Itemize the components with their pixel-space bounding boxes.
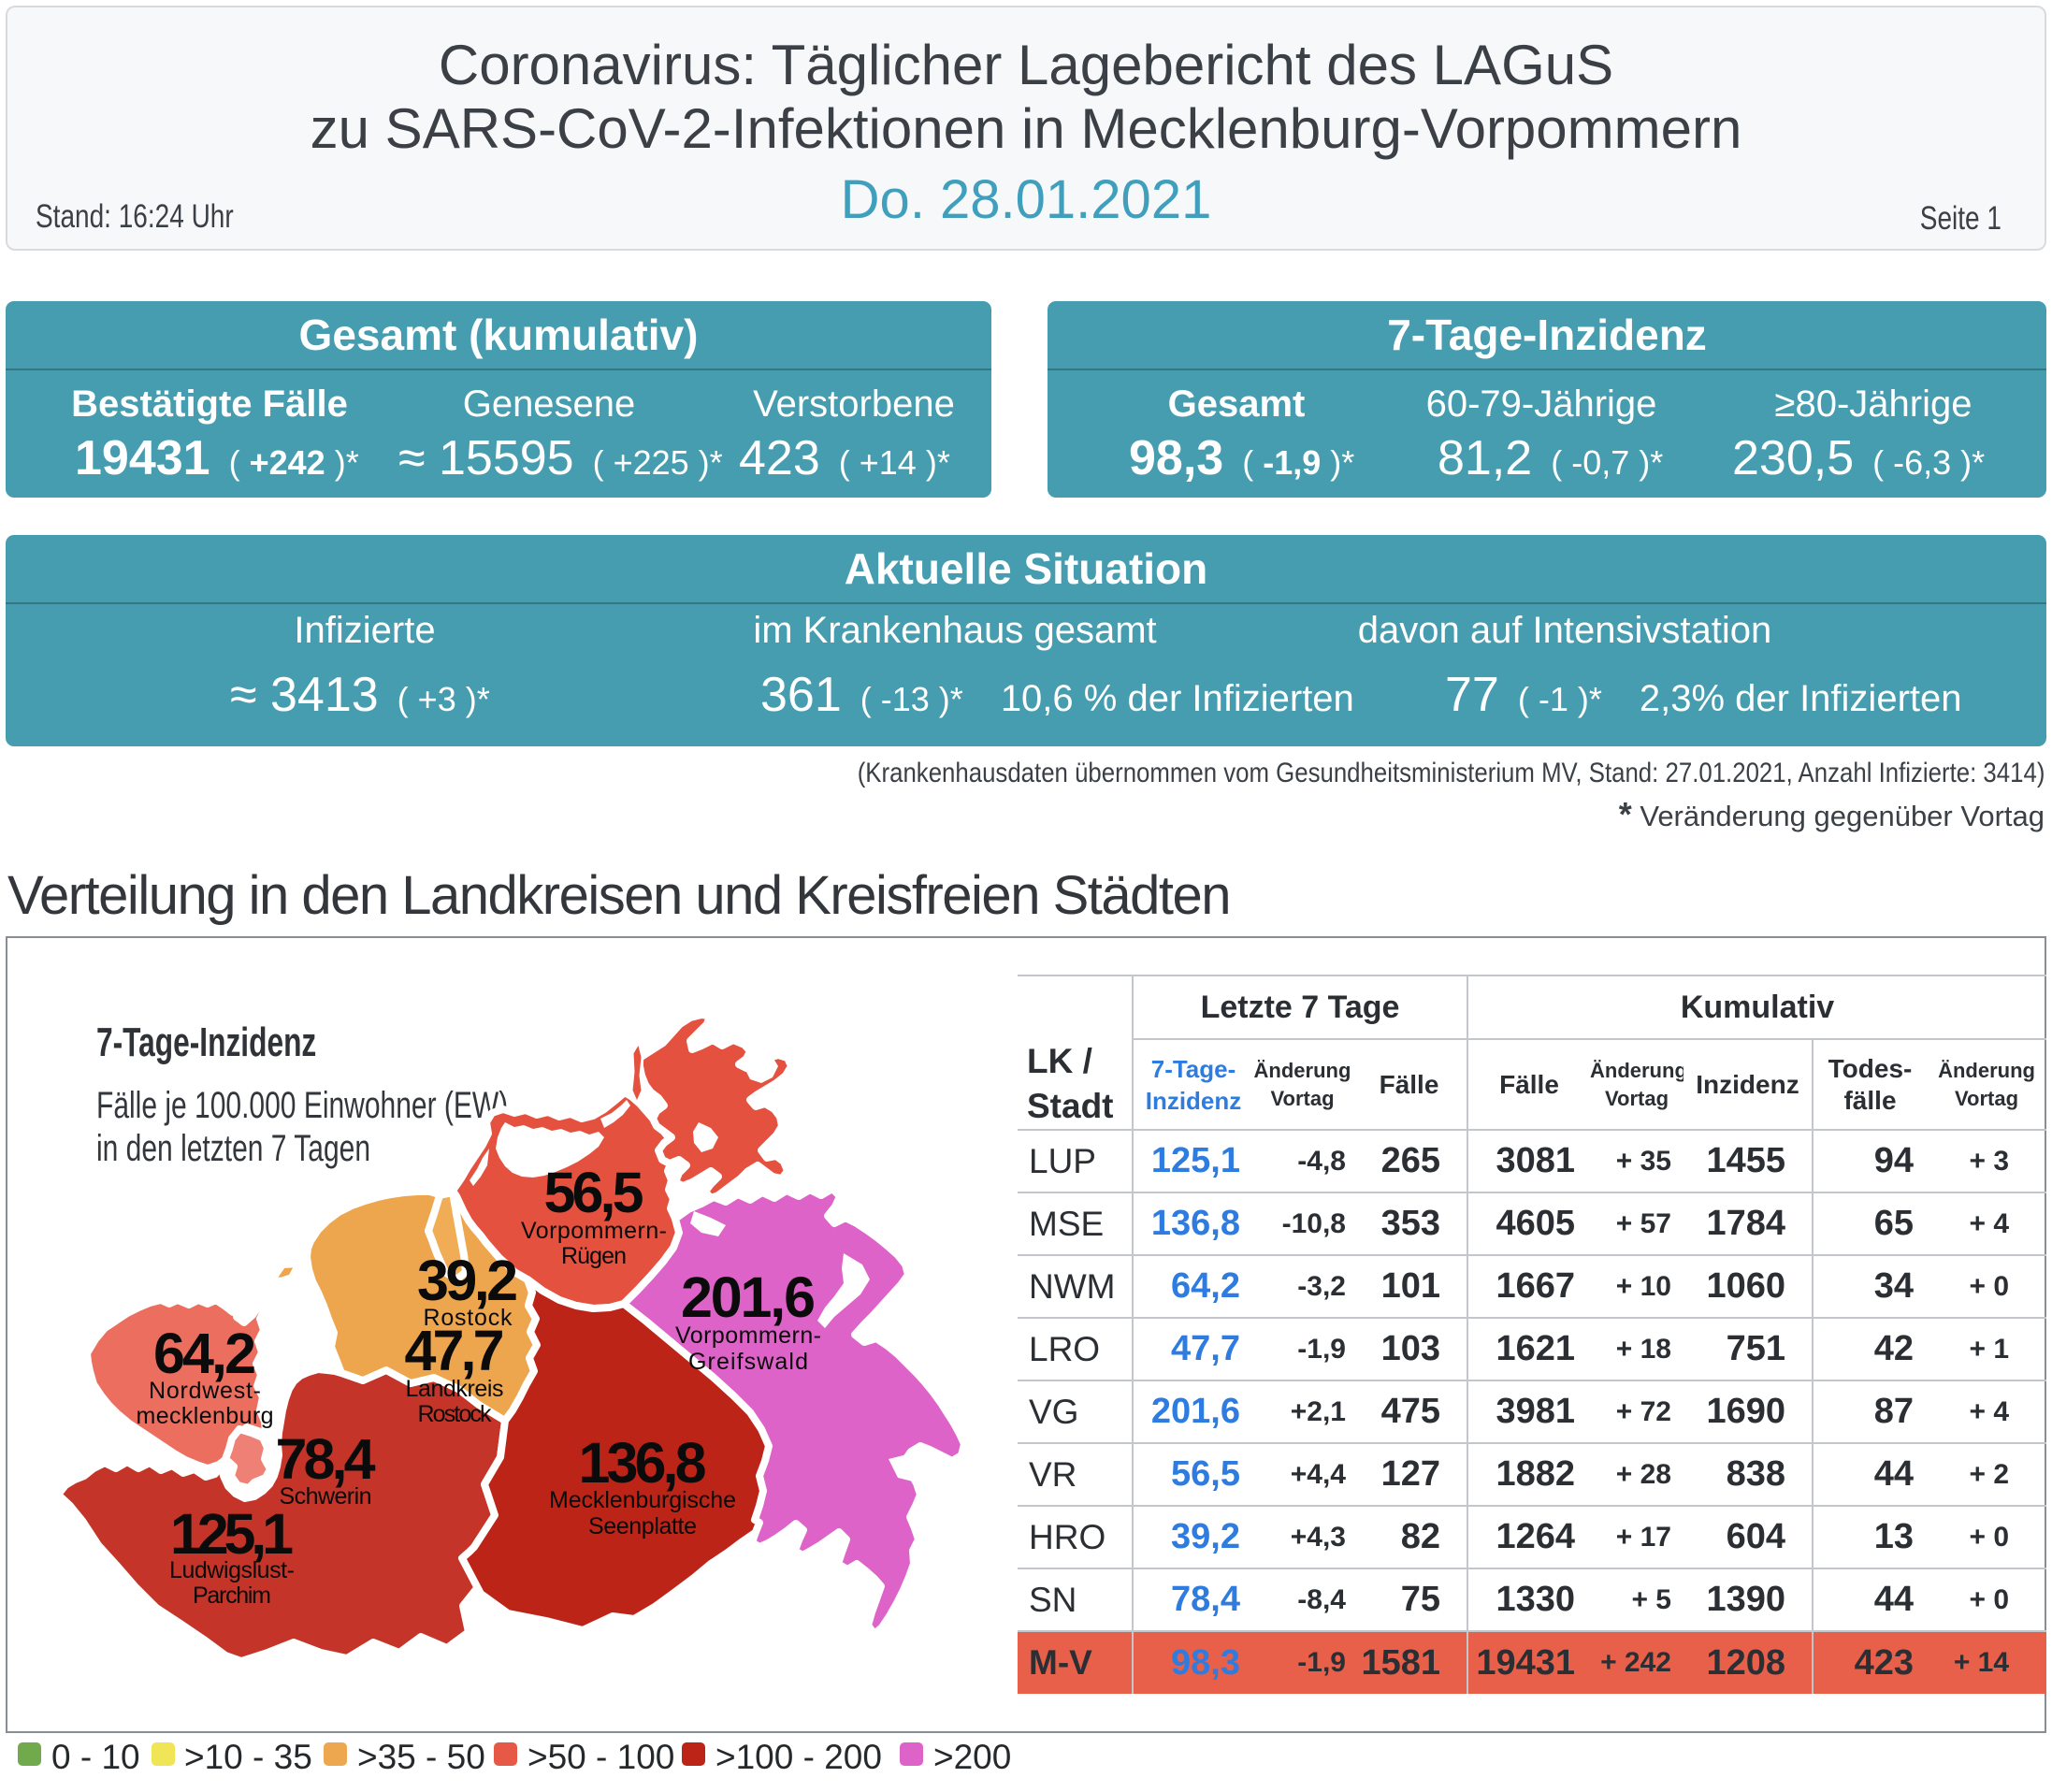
svg-text:78,4: 78,4	[276, 1427, 376, 1491]
svg-text:Schwerin: Schwerin	[280, 1483, 372, 1510]
svg-text:Vorpommern-: Vorpommern-	[675, 1322, 821, 1349]
svg-text:Rostock: Rostock	[418, 1401, 493, 1427]
svg-text:136,8: 136,8	[579, 1431, 707, 1495]
svg-text:Mecklenburgische: Mecklenburgische	[549, 1487, 736, 1513]
svg-text:47,7: 47,7	[405, 1319, 505, 1382]
svg-text:125,1: 125,1	[170, 1502, 294, 1566]
svg-text:Rügen: Rügen	[561, 1243, 627, 1269]
svg-text:Nordwest-: Nordwest-	[149, 1378, 261, 1404]
svg-text:39,2: 39,2	[417, 1249, 518, 1312]
svg-text:Parchim: Parchim	[193, 1582, 271, 1609]
svg-text:Ludwigslust-: Ludwigslust-	[169, 1557, 295, 1583]
svg-text:Rostock: Rostock	[424, 1305, 513, 1331]
svg-text:Seenplatte: Seenplatte	[588, 1513, 697, 1539]
svg-text:56,5: 56,5	[544, 1161, 644, 1224]
svg-text:Landkreis: Landkreis	[406, 1376, 504, 1402]
svg-text:Greifswald: Greifswald	[688, 1349, 808, 1375]
svg-text:Vorpommern-: Vorpommern-	[521, 1218, 667, 1244]
svg-text:64,2: 64,2	[153, 1322, 256, 1385]
svg-text:mecklenburg: mecklenburg	[137, 1403, 274, 1429]
svg-text:201,6: 201,6	[681, 1265, 816, 1329]
